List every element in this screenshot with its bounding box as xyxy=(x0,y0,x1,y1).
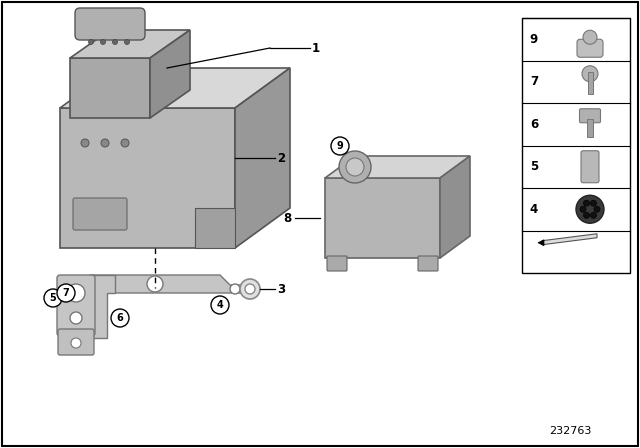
Circle shape xyxy=(339,151,371,183)
Circle shape xyxy=(211,296,229,314)
Circle shape xyxy=(121,139,129,147)
Circle shape xyxy=(594,206,600,212)
Circle shape xyxy=(57,284,75,302)
Circle shape xyxy=(44,289,62,307)
Circle shape xyxy=(113,39,118,44)
Text: 8: 8 xyxy=(283,211,291,224)
FancyBboxPatch shape xyxy=(73,198,127,230)
Circle shape xyxy=(88,39,93,44)
Polygon shape xyxy=(70,30,190,58)
Circle shape xyxy=(81,139,89,147)
Circle shape xyxy=(101,139,109,147)
Circle shape xyxy=(147,276,163,292)
Text: 9: 9 xyxy=(337,141,344,151)
Circle shape xyxy=(591,212,596,218)
Circle shape xyxy=(583,30,597,44)
Circle shape xyxy=(100,39,106,44)
Polygon shape xyxy=(440,156,470,258)
Circle shape xyxy=(240,279,260,299)
FancyBboxPatch shape xyxy=(577,39,603,57)
FancyBboxPatch shape xyxy=(522,18,630,273)
Polygon shape xyxy=(90,275,250,293)
Polygon shape xyxy=(235,68,290,248)
Text: 1: 1 xyxy=(312,42,320,55)
Polygon shape xyxy=(538,240,544,246)
Text: 6: 6 xyxy=(116,313,124,323)
Circle shape xyxy=(111,309,129,327)
Circle shape xyxy=(245,284,255,294)
Text: 3: 3 xyxy=(277,283,285,296)
Circle shape xyxy=(584,212,589,218)
Text: 7: 7 xyxy=(530,75,538,88)
Circle shape xyxy=(331,137,349,155)
Text: 2: 2 xyxy=(277,151,285,164)
Circle shape xyxy=(576,195,604,223)
Text: 9: 9 xyxy=(530,33,538,46)
Circle shape xyxy=(584,200,589,206)
Polygon shape xyxy=(70,58,150,118)
FancyBboxPatch shape xyxy=(579,109,600,123)
FancyBboxPatch shape xyxy=(588,72,593,94)
Circle shape xyxy=(67,284,85,302)
FancyBboxPatch shape xyxy=(581,151,599,183)
FancyBboxPatch shape xyxy=(327,256,347,271)
Text: 4: 4 xyxy=(530,203,538,216)
Polygon shape xyxy=(90,275,115,338)
Text: 232763: 232763 xyxy=(549,426,591,436)
Circle shape xyxy=(70,312,82,324)
Circle shape xyxy=(346,158,364,176)
Circle shape xyxy=(125,39,129,44)
Text: 4: 4 xyxy=(216,300,223,310)
Text: 7: 7 xyxy=(63,288,69,298)
Polygon shape xyxy=(60,68,290,108)
Circle shape xyxy=(580,206,586,212)
FancyBboxPatch shape xyxy=(75,8,145,40)
FancyBboxPatch shape xyxy=(58,329,94,355)
Polygon shape xyxy=(325,178,440,258)
Circle shape xyxy=(591,200,596,206)
Polygon shape xyxy=(325,156,470,178)
Circle shape xyxy=(230,284,240,294)
Polygon shape xyxy=(542,234,597,245)
FancyBboxPatch shape xyxy=(57,275,95,336)
Circle shape xyxy=(71,338,81,348)
Text: 6: 6 xyxy=(530,118,538,131)
Polygon shape xyxy=(60,108,235,248)
FancyBboxPatch shape xyxy=(418,256,438,271)
FancyBboxPatch shape xyxy=(587,119,593,137)
Circle shape xyxy=(582,66,598,82)
Text: 5: 5 xyxy=(50,293,56,303)
Text: 5: 5 xyxy=(530,160,538,173)
Polygon shape xyxy=(195,208,235,248)
Polygon shape xyxy=(150,30,190,118)
